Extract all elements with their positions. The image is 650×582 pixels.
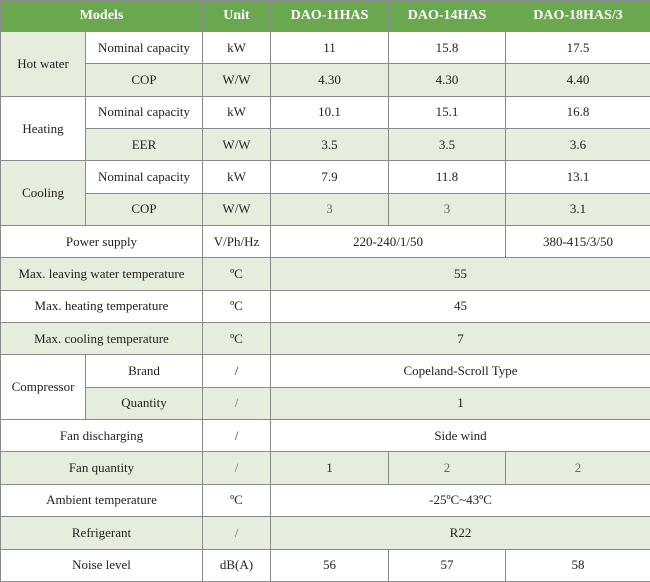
header-row: Models Unit DAO-11HAS DAO-14HAS DAO-18HA…	[0, 0, 650, 32]
row-label: Noise level	[0, 548, 203, 582]
group-label-compressor: Compressor	[0, 354, 86, 421]
value-cell: 2	[505, 451, 650, 485]
unit-header: Unit	[202, 0, 271, 32]
table-row: Max. leaving water temperature ºC 55	[0, 257, 650, 291]
value-cell: 2	[388, 451, 506, 485]
unit-cell: /	[202, 354, 271, 388]
model-2-header: DAO-14HAS	[388, 0, 506, 32]
value-cell: 56	[270, 548, 389, 582]
unit-cell: kW	[202, 30, 271, 65]
value-cell: 15.8	[388, 30, 506, 65]
row-label: Power supply	[0, 225, 203, 259]
value-cell: 3	[270, 192, 389, 227]
unit-cell: /	[202, 516, 271, 550]
unit-cell: W/W	[202, 128, 271, 162]
unit-cell: kW	[202, 160, 271, 194]
table-row: COP W/W 3 3 3.1	[1, 192, 650, 227]
row-label: Fan quantity	[0, 451, 203, 485]
unit-cell: W/W	[202, 192, 271, 227]
table-row: Quantity / 1	[1, 386, 650, 421]
value-cell: 17.5	[505, 30, 650, 65]
value-cell: 4.40	[505, 63, 650, 97]
value-cell: 15.1	[388, 95, 506, 130]
value-cell: 45	[270, 289, 650, 324]
table-row: COP W/W 4.30 4.30 4.40	[1, 63, 650, 97]
value-cell: 10.1	[270, 95, 389, 130]
unit-cell: W/W	[202, 63, 271, 97]
row-label: Ambient temperature	[0, 483, 203, 518]
row-label: Brand	[85, 354, 203, 388]
unit-cell: ºC	[202, 322, 271, 356]
value-cell: 11.8	[388, 160, 506, 194]
value-cell: 3.5	[270, 128, 389, 162]
value-cell: 380-415/3/50	[505, 225, 650, 259]
value-cell: 55	[270, 257, 650, 291]
value-cell: -25ºC~43ºC	[270, 483, 650, 518]
table-row: Max. heating temperature ºC 45	[0, 289, 650, 324]
row-label: COP	[85, 63, 203, 97]
table-row: Fan quantity / 1 2 2	[0, 451, 650, 485]
table-row: Cooling Nominal capacity kW 7.9 11.8 13.…	[0, 160, 650, 227]
model-3-header: DAO-18HAS/3	[505, 0, 650, 32]
row-label: Refrigerant	[0, 516, 203, 550]
row-label: Quantity	[85, 386, 203, 421]
value-cell: 7	[270, 322, 650, 356]
unit-cell: /	[202, 451, 271, 485]
row-label: Nominal capacity	[85, 95, 203, 130]
table-row: Hot water Nominal capacity kW 11 15.8 17…	[0, 30, 650, 97]
value-cell: 11	[270, 30, 389, 65]
table-row: EER W/W 3.5 3.5 3.6	[1, 128, 650, 162]
value-cell: 3.1	[505, 192, 650, 227]
unit-cell: kW	[202, 95, 271, 130]
unit-cell: V/Ph/Hz	[202, 225, 271, 259]
table-row: Refrigerant / R22	[0, 516, 650, 550]
row-label: COP	[85, 192, 203, 227]
row-label: EER	[85, 128, 203, 162]
value-cell: 7.9	[270, 160, 389, 194]
value-cell: 3	[388, 192, 506, 227]
unit-cell: ºC	[202, 483, 271, 518]
value-cell: 3.6	[505, 128, 650, 162]
group-label-hot-water: Hot water	[0, 31, 86, 97]
row-label: Nominal capacity	[85, 30, 203, 65]
value-cell: 58	[505, 548, 650, 582]
unit-cell: dB(A)	[202, 548, 271, 582]
value-cell: R22	[270, 516, 650, 550]
value-cell: 13.1	[505, 160, 650, 194]
value-cell: 16.8	[505, 95, 650, 130]
model-1-header: DAO-11HAS	[270, 0, 389, 32]
value-cell: Side wind	[270, 419, 650, 453]
row-label: Max. heating temperature	[0, 289, 203, 324]
value-cell: 220-240/1/50	[270, 225, 506, 259]
table-row: Noise level dB(A) 56 57 58	[0, 548, 650, 582]
models-header: Models	[0, 0, 203, 32]
unit-cell: /	[202, 386, 271, 421]
value-cell: 3.5	[388, 128, 506, 162]
table-row: Compressor Brand / Copeland-Scroll Type	[0, 354, 650, 421]
unit-cell: ºC	[202, 289, 271, 324]
value-cell: 1	[270, 451, 389, 485]
table-row: Fan discharging / Side wind	[0, 419, 650, 453]
unit-cell: /	[202, 419, 271, 453]
table-row: Max. cooling temperature ºC 7	[0, 322, 650, 356]
group-label-heating: Heating	[0, 95, 86, 162]
table-row: Ambient temperature ºC -25ºC~43ºC	[0, 483, 650, 518]
group-label-cooling: Cooling	[0, 160, 86, 227]
value-cell: Copeland-Scroll Type	[270, 354, 650, 388]
value-cell: 57	[388, 548, 506, 582]
row-label: Fan discharging	[0, 419, 203, 453]
value-cell: 4.30	[270, 63, 389, 97]
unit-cell: ºC	[202, 257, 271, 291]
value-cell: 4.30	[388, 63, 506, 97]
value-cell: 1	[270, 386, 650, 421]
row-label: Max. cooling temperature	[0, 322, 203, 356]
row-label: Nominal capacity	[85, 160, 203, 194]
row-label: Max. leaving water temperature	[0, 257, 203, 291]
table-row: Heating Nominal capacity kW 10.1 15.1 16…	[0, 95, 650, 162]
table-row: Power supply V/Ph/Hz 220-240/1/50 380-41…	[0, 225, 650, 259]
